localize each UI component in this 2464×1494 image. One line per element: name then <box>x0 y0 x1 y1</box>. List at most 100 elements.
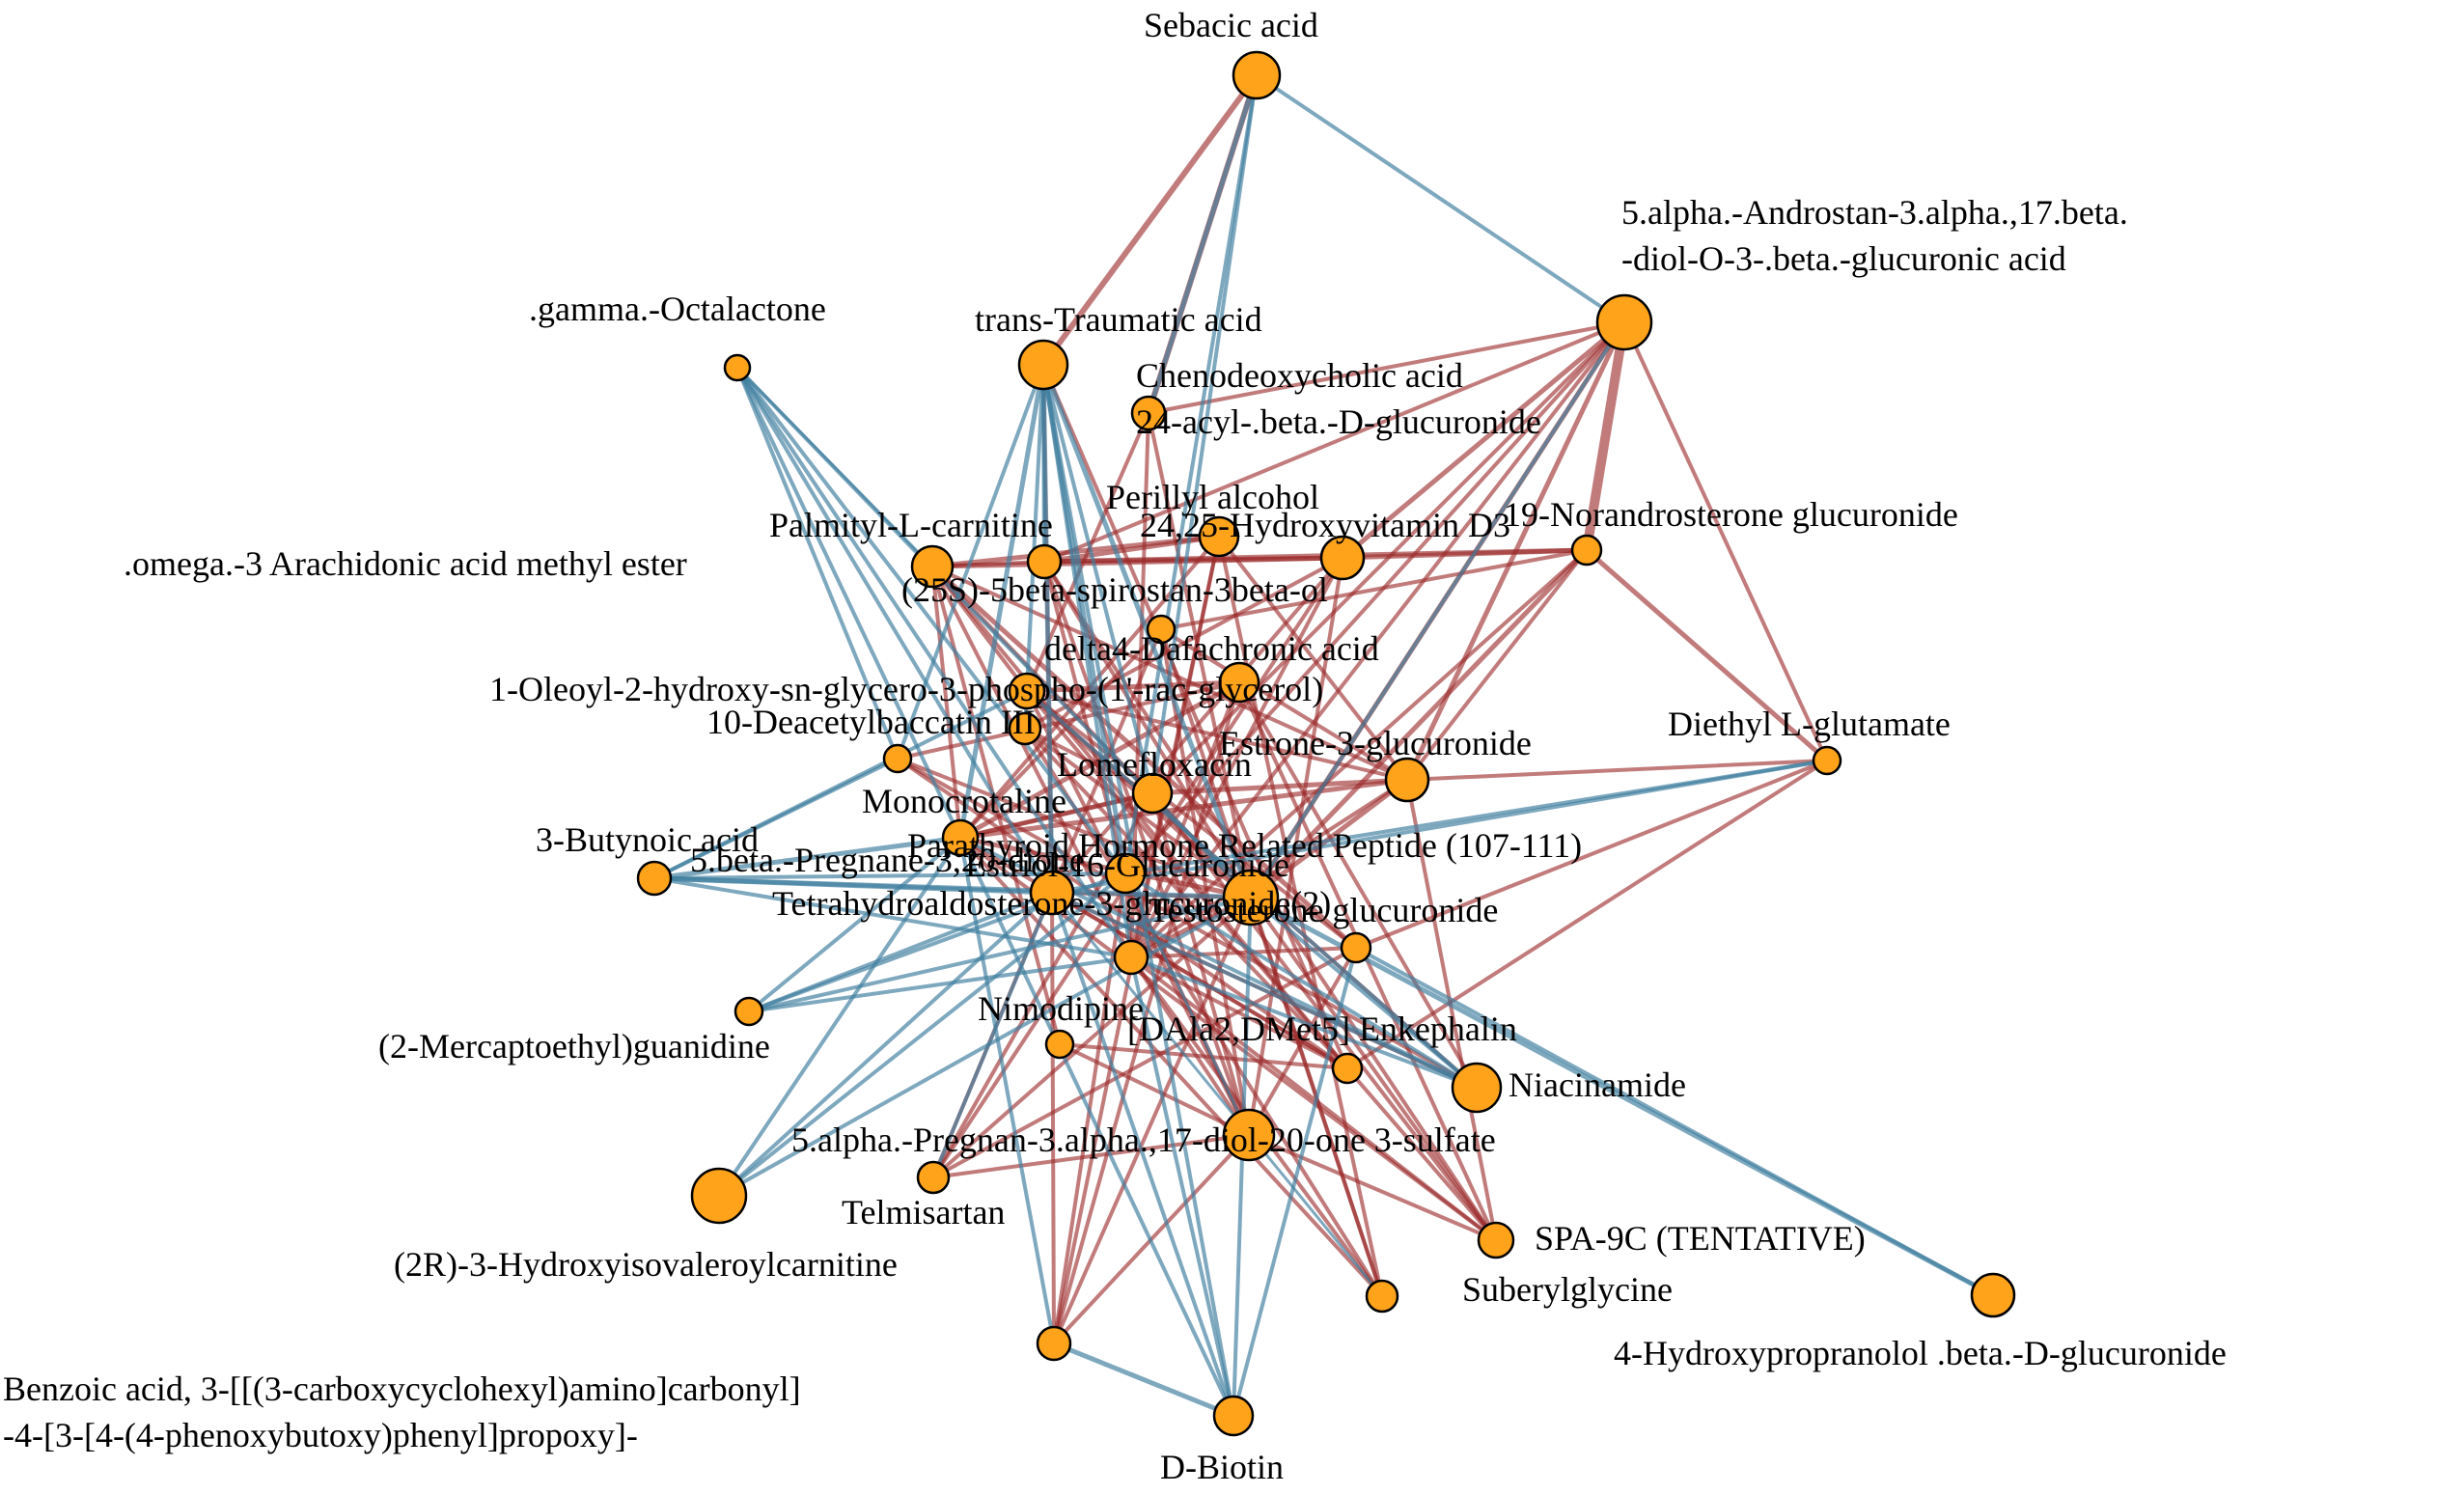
negative-correlation-edge <box>735 366 1127 875</box>
positive-correlation-edge <box>1041 363 1349 1070</box>
positive-correlation-edge <box>896 680 1241 761</box>
negative-correlation-edge <box>958 836 1056 1345</box>
node-label-estrone: Estrone-3-glucuronide <box>1219 724 1532 762</box>
negative-correlation-edge <box>652 689 1029 880</box>
network-node-spa9c <box>1477 1221 1515 1259</box>
node-label-diethyl: Diethyl L-glutamate <box>1668 705 1951 743</box>
network-node-tetrahydro <box>1222 869 1280 927</box>
node-label-oleoyl: 1-Oleoyl-2-hydroxy-sn-glycero-3-phospho-… <box>489 670 1323 708</box>
network-node-sebacic <box>1232 50 1282 100</box>
node-label-monocrotaline: Monocrotaline <box>862 782 1066 820</box>
network-node-enkephalin <box>1044 1029 1075 1060</box>
network-node-pthrp <box>1104 852 1147 895</box>
positive-correlation-edge <box>1042 560 1251 1137</box>
negative-correlation-edge <box>1354 946 1995 1297</box>
negative-correlation-edge <box>651 875 1254 900</box>
negative-correlation-edge <box>896 363 1045 761</box>
positive-correlation-edge <box>896 757 1253 899</box>
positive-correlation-edge <box>1217 535 1409 782</box>
node-label-traumatic: trans-Traumatic acid <box>975 300 1262 339</box>
positive-correlation-edge <box>1129 955 1498 1242</box>
positive-correlation-edge <box>930 565 1062 1046</box>
node-label-testosterone: Testosterone glucuronide <box>1149 891 1498 929</box>
network-node-telmisartan <box>916 1160 951 1195</box>
positive-correlation-edge <box>1405 548 1589 782</box>
node-label-omega: .omega.-3 Arachidonic acid methyl ester <box>124 544 687 583</box>
node-layer <box>636 50 2016 1437</box>
positive-correlation-edge <box>1340 319 1627 561</box>
negative-correlation-edge <box>1050 891 1235 1418</box>
node-label-suberyl: Suberylglycine <box>1462 1270 1673 1309</box>
network-node-biotin <box>1212 1395 1255 1437</box>
node-label-pregnane: 5.beta.-Pregnane-3,20-dione <box>690 841 1085 879</box>
network-node-nimodipine <box>1113 939 1149 976</box>
positive-correlation-edge <box>1405 759 1829 782</box>
node-label-hydroxyvit: 24,25-Hydroxyvitamin D3 <box>1140 506 1510 544</box>
node-label-sebacic: Sebacic acid <box>1144 6 1318 44</box>
negative-correlation-edge <box>1249 320 1626 899</box>
positive-correlation-edge <box>1622 320 1829 762</box>
positive-correlation-edge <box>1345 759 1829 1070</box>
positive-correlation-edge <box>1050 891 1056 1345</box>
negative-correlation-edge <box>735 366 1054 895</box>
positive-correlation-edge <box>1147 411 1253 899</box>
negative-correlation-edge <box>747 955 1133 1013</box>
positive-correlation-edge <box>1149 777 1410 796</box>
node-label-enkephalin: [DAla2,DMet5] Enkephalin <box>1127 1010 1517 1048</box>
node-label-spirostan: (25S)-5beta-spirostan-3beta-ol <box>901 570 1328 609</box>
negative-correlation-edge <box>1123 73 1259 875</box>
positive-correlation-edge <box>1159 627 1409 782</box>
negative-correlation-edge <box>717 836 962 1198</box>
node-label-pthrp: Parathyroid Hormone Related Peptide (107… <box>907 826 1582 865</box>
network-node-omega <box>910 544 955 589</box>
negative-correlation-edge <box>1051 1341 1236 1419</box>
negative-correlation-edge <box>1050 891 1479 1090</box>
positive-correlation-edge <box>957 835 1254 900</box>
positive-correlation-edge <box>931 896 1253 1179</box>
network-node-benzoic <box>1036 1325 1072 1362</box>
negative-correlation-edge <box>1255 73 1626 324</box>
negative-correlation-edge <box>1123 872 1479 1090</box>
network-node-hydroxyprop <box>1970 1272 2016 1318</box>
positive-correlation-edge <box>1237 680 1479 1090</box>
negative-correlation-edge <box>958 836 1235 1418</box>
network-node-estrone <box>1384 757 1430 803</box>
network-node-oleoyl <box>1008 672 1046 710</box>
negative-correlation-edge <box>931 891 1054 1179</box>
node-label-telmisartan: Telmisartan <box>842 1193 1005 1231</box>
network-node-mercapto <box>734 996 764 1027</box>
node-label-deacetyl: 10-Deacetylbaccatin III <box>706 703 1036 741</box>
network-node-dafachronic <box>1218 661 1260 704</box>
node-label-biotin: D-Biotin <box>1160 1448 1284 1486</box>
positive-correlation-edge <box>896 757 1479 1090</box>
node-label-pregnan: 5.alpha.-Pregnan-3.alpha.,17-diol-20-one… <box>791 1120 1496 1159</box>
negative-correlation-edge <box>735 366 962 840</box>
negative-correlation-edge <box>1050 759 1829 895</box>
node-label-norandro: 19-Norandrosterone glucuronide <box>1504 495 1958 534</box>
node-label-cheno: Chenodeoxycholic acid 24-acyl-.beta.-D-gl… <box>1136 356 1541 441</box>
node-label-dafachronic: delta4-Dafachronic acid <box>1044 629 1379 668</box>
network-node-hydroxyvit <box>1319 535 1366 581</box>
network-node-pregnane <box>941 818 980 857</box>
node-label-perillyl: Perillyl alcohol <box>1106 478 1319 516</box>
network-node-diethyl <box>1812 745 1842 776</box>
network-node-butynoic <box>636 860 673 897</box>
positive-correlation-edge <box>896 757 1349 1070</box>
positive-correlation-edge <box>1247 1133 1498 1242</box>
node-label-mercapto: (2-Mercaptoethyl)guanidine <box>378 1027 770 1065</box>
network-node-unlabeled <box>690 1167 748 1225</box>
positive-correlation-edge <box>1248 547 1590 900</box>
positive-correlation-edge <box>1340 547 1590 561</box>
network-node-lomefloxacin <box>1131 772 1174 815</box>
negative-correlation-edge <box>1041 363 1235 1418</box>
negative-correlation-edge <box>651 835 963 881</box>
negative-correlation-edge <box>1146 72 1260 416</box>
node-label-hydroxyprop: 4-Hydroxypropranolol .beta.-D-glucuronid… <box>1614 1334 2227 1372</box>
negative-correlation-edge <box>1041 363 1046 564</box>
negative-correlation-edge <box>1129 955 1479 1090</box>
negative-correlation-edge <box>1232 946 1358 1418</box>
positive-correlation-edge <box>1248 777 1410 900</box>
positive-correlation-edge <box>1025 689 1358 950</box>
positive-correlation-edge <box>1023 727 1349 1070</box>
